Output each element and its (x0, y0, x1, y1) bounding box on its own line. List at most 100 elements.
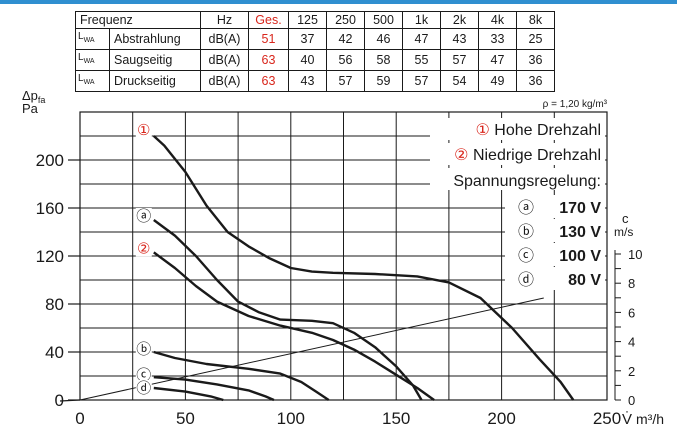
row-total: 63 (248, 70, 289, 92)
x-tick-label: 250 (593, 409, 621, 428)
density-note: ρ = 1,20 kg/m³ (543, 99, 608, 110)
legend-voltage-marker: ⓒ (518, 247, 534, 265)
curve-marker-bg (135, 240, 152, 257)
right-tick-label: 6 (628, 305, 635, 320)
legend-hohe-marker: ① (475, 122, 494, 139)
row-value: 57 (402, 70, 441, 92)
legend-voltage-bg (505, 243, 605, 266)
legend-voltage-marker: ⓑ (518, 223, 534, 241)
legend-hohe-text: Hohe Drehzahl (494, 122, 601, 139)
legend-voltage-bg (505, 219, 605, 242)
row-value: 58 (364, 49, 403, 71)
legend-spannung-title: Spannungsregelung: (453, 173, 601, 190)
noise-table: Frequenz Hz Ges. 125 250 500 1k 2k 4k 8k LWA Abstra… (75, 11, 555, 92)
table-row: LWA Abstrahlung dB(A) 51 37 42 46 47 43 33 25 (75, 28, 555, 50)
right-tick-label: 2 (628, 364, 635, 379)
top-accent-bar (0, 0, 677, 4)
y-axis-label: Δpfa (22, 88, 45, 105)
legend-niedrige-text: Niedrige Drehzahl (473, 147, 601, 164)
legend-voltage-marker: ⓐ (518, 199, 534, 217)
table-row: LWA Saugseitig dB(A) 63 40 56 58 55 57 47 36 (75, 49, 555, 71)
legend-niedrige-marker: ② (454, 147, 473, 164)
y-axis-sub: fa (38, 95, 46, 105)
table-row: LWA Druckseitig dB(A) 63 43 57 59 57 54 49 36 (75, 70, 555, 92)
curve-marker-bg (135, 341, 152, 357)
row-name: Druckseitig (109, 70, 201, 92)
curve-marker: ⓑ (136, 341, 151, 358)
legend-voltage-text: 170 V (559, 200, 601, 217)
row-name: Abstrahlung (109, 28, 201, 50)
y-tick-label: 120 (36, 247, 64, 266)
row-value: 36 (516, 70, 555, 92)
x-tick-label: 0 (75, 409, 84, 428)
right-tick-label: 0 (628, 393, 635, 408)
y-tick-label: 160 (36, 199, 64, 218)
y-tick-label: 80 (45, 295, 64, 314)
curve-marker-bg (135, 208, 152, 224)
legend-voltage-bg (505, 267, 605, 290)
curve-marker: ② (137, 240, 150, 257)
legend-spannung-bg (430, 168, 605, 190)
row-symbol-sub: WA (83, 79, 95, 86)
legend-voltage-text: 80 V (568, 272, 601, 289)
curve-marker-bg (135, 380, 152, 396)
curve-line (153, 251, 435, 401)
x-tick-label: 100 (277, 409, 305, 428)
legend-niedrige: ② Niedrige Drehzahl (454, 147, 601, 164)
y-axis-unit: Pa (22, 101, 39, 116)
legend-niedrige-bg (430, 143, 605, 165)
x-tick-label: 150 (382, 409, 410, 428)
velocity-line (79, 297, 544, 401)
noise-table-body: Frequenz Hz Ges. 125 250 500 1k 2k 4k 8k LWA Abstra… (75, 11, 555, 92)
row-value: 49 (478, 70, 517, 92)
table-header-cell: 250 (326, 11, 365, 29)
row-value: 36 (516, 49, 555, 71)
curve-line (153, 350, 330, 401)
y-tick-label: 200 (36, 151, 64, 170)
row-value: 47 (478, 49, 517, 71)
right-tick-label: 4 (628, 335, 635, 350)
y-tick-label: 0 (55, 391, 64, 410)
row-symbol-sub: WA (83, 37, 95, 44)
x-axis-symbol: V̇ (622, 411, 632, 428)
right-tick-label: 8 (628, 276, 635, 291)
row-value: 56 (326, 49, 365, 71)
right-tick-label: 10 (628, 247, 642, 262)
legend-hohe-bg (430, 118, 605, 140)
right-axis-unit: m/s (614, 225, 633, 239)
row-value: 43 (288, 70, 327, 92)
legend-voltage-text: 100 V (559, 248, 601, 265)
row-unit: dB(A) (200, 70, 249, 92)
row-value: 57 (326, 70, 365, 92)
row-symbol: LWA (75, 70, 110, 92)
legend-voltage-text: 130 V (559, 224, 601, 241)
curve-line (153, 376, 275, 402)
curve-line (153, 386, 224, 402)
legend-voltage-marker: ⓓ (518, 271, 534, 289)
legend-hohe: ① Hohe Drehzahl (475, 122, 601, 139)
y-axis-symbol: Δp (22, 88, 38, 103)
curve-line (153, 219, 423, 401)
row-name: Saugseitig (109, 49, 201, 71)
table-header-cell: 4k (478, 11, 517, 29)
x-tick-label: 50 (176, 409, 195, 428)
curve-marker: ① (137, 122, 150, 139)
x-tick-label: 200 (487, 409, 515, 428)
origin-tick (59, 399, 81, 402)
curve-marker: ⓒ (136, 367, 151, 384)
curve-marker-bg (135, 367, 152, 384)
row-symbol-sub: WA (83, 58, 95, 65)
x-axis-unit: m³/h (636, 411, 664, 427)
right-axis-symbol: c (622, 211, 629, 226)
curve-marker: ⓓ (136, 380, 151, 397)
curve-line (152, 135, 575, 401)
table-header-row: Frequenz Hz Ges. 125 250 500 1k 2k 4k 8k (75, 11, 555, 29)
legend-voltage-bg (505, 195, 605, 218)
curve-marker-bg (135, 122, 152, 138)
curve-marker: ⓐ (136, 208, 151, 225)
y-tick-label: 40 (45, 343, 64, 362)
